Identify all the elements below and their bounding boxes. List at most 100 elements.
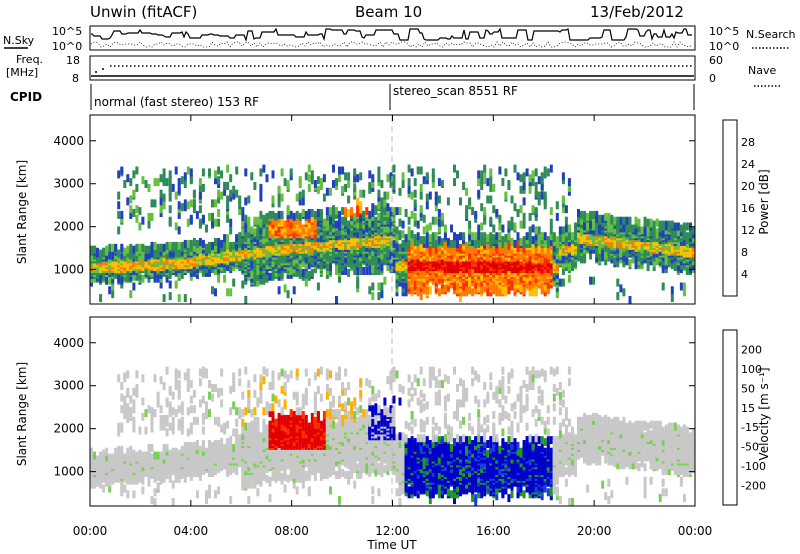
heatmap-cell [177, 178, 181, 187]
freq-point [95, 71, 97, 73]
colorbar-tick-label: 28 [741, 136, 755, 149]
heatmap-cell [616, 292, 620, 301]
heatmap-cell [310, 224, 314, 233]
heatmap-cell [171, 241, 175, 250]
heatmap-cell [353, 212, 357, 221]
heatmap-cell [214, 218, 217, 227]
heatmap-cell [159, 189, 163, 198]
heatmap-cell [676, 263, 680, 272]
heatmap-cell [135, 384, 139, 392]
heatmap-cell [507, 220, 511, 229]
heatmap-cell [628, 259, 632, 268]
heatmap-cell [410, 241, 414, 250]
heatmap-cell [244, 168, 248, 177]
heatmap-cell [428, 234, 432, 243]
heatmap-cell [226, 201, 230, 210]
heatmap-cell [141, 274, 145, 283]
heatmap-cell [186, 166, 190, 175]
heatmap-cell [325, 187, 329, 196]
heatmap-cell [489, 176, 493, 185]
heatmap-cell [670, 220, 674, 229]
heatmap-cell [171, 447, 175, 456]
heatmap-cell [528, 288, 532, 297]
heatmap-cell [332, 216, 335, 225]
heatmap-cell [201, 267, 205, 275]
heatmap-cell [437, 224, 441, 233]
heatmap-cell [310, 268, 314, 277]
heatmap-cell [102, 449, 106, 458]
heatmap-cell [126, 370, 130, 379]
heatmap-cell [198, 445, 202, 454]
heatmap-cell [226, 214, 230, 223]
heatmap-cell [159, 451, 163, 460]
heatmap-cell [338, 210, 341, 219]
heatmap-cell [404, 209, 408, 217]
heatmap-cell [362, 189, 366, 198]
heatmap-cell [534, 232, 538, 241]
heatmap-cell [322, 218, 326, 227]
heatmap-cell [192, 189, 196, 198]
heatmap-cell [93, 480, 96, 489]
heatmap-cell [105, 245, 109, 254]
heatmap-cell [574, 222, 577, 231]
heatmap-cell [192, 405, 196, 414]
heatmap-cell [183, 172, 187, 181]
heatmap-cell [592, 216, 596, 225]
heatmap-cell [105, 447, 109, 456]
heatmap-cell [637, 232, 641, 241]
heatmap-cell [356, 174, 360, 183]
heatmap-cell [510, 195, 514, 204]
heatmap-cell [564, 234, 568, 243]
heatmap-cell [401, 172, 405, 181]
heatmap-cell [395, 207, 399, 216]
heatmap-cell [480, 176, 484, 185]
heatmap-cell [292, 286, 296, 295]
heatmap-cell [489, 216, 493, 225]
heatmap-cell [555, 236, 559, 245]
heatmap-cell [108, 453, 112, 462]
heatmap-cell [519, 205, 523, 214]
heatmap-cell [480, 286, 484, 295]
heatmap-cell [564, 224, 568, 233]
heatmap-cell [649, 218, 653, 227]
heatmap-cell [168, 422, 172, 431]
heatmap-cell [474, 245, 478, 254]
heatmap-cell [492, 234, 496, 243]
heatmap-cell [135, 272, 139, 281]
heatmap-cell [507, 241, 511, 250]
heatmap-cell [462, 282, 466, 291]
heatmap-cell [156, 482, 160, 491]
heatmap-cell [174, 368, 178, 377]
heatmap-cell [141, 216, 145, 225]
heatmap-cell [428, 286, 432, 295]
heatmap-cell [120, 166, 124, 175]
heatmap-cell [220, 191, 224, 200]
heatmap-cell [322, 193, 326, 202]
heatmap-cell [434, 197, 438, 206]
heatmap-cell [540, 172, 544, 181]
heatmap-cell [111, 453, 115, 462]
heatmap-cell [132, 282, 136, 291]
heatmap-cell [407, 216, 411, 225]
heatmap-cell [543, 232, 547, 241]
heatmap-cell [147, 183, 151, 192]
heatmap-cell [162, 443, 166, 452]
heatmap-cell [108, 243, 112, 252]
heatmap-cell [117, 445, 121, 454]
heatmap-cell [646, 228, 650, 237]
heatmap-cell [159, 414, 163, 423]
heatmap-cell [153, 374, 157, 383]
heatmap-cell [513, 222, 517, 231]
heatmap-cell [625, 257, 629, 266]
heatmap-cell [459, 232, 462, 241]
heatmap-cell [177, 241, 181, 250]
heatmap-cell [631, 224, 635, 233]
heatmap-cell [214, 176, 217, 185]
heatmap-cell [462, 182, 466, 190]
heatmap-cell [307, 226, 311, 235]
heatmap-cell [474, 239, 478, 248]
heatmap-cell [280, 210, 284, 219]
heatmap-cell [153, 409, 157, 418]
heatmap-cell [528, 174, 532, 183]
